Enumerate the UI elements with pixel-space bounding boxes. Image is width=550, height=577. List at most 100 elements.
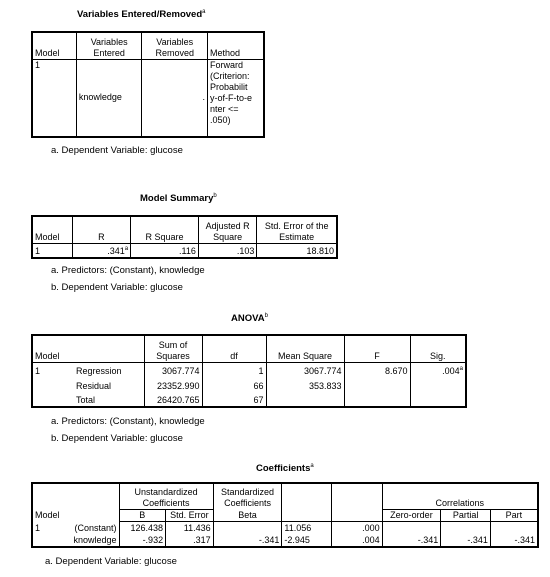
- method-line: Forward: [210, 59, 244, 70]
- header-model: Model: [32, 335, 145, 363]
- header-b: B: [118, 509, 166, 522]
- header-r-square: R Square: [130, 216, 199, 244]
- coefficients-table: Model Unstandardized Coefficients Standa…: [31, 482, 539, 548]
- header-t-col: [281, 483, 332, 522]
- cell-b: 126.438: [118, 521, 166, 534]
- cell-zero-order: [381, 521, 441, 534]
- cell-df: 67: [201, 392, 267, 407]
- cell-ms: 3067.774: [265, 362, 345, 377]
- cell-part: -.341: [489, 534, 538, 547]
- cell-source: Total: [76, 395, 96, 405]
- cell-f: 8.670: [343, 362, 411, 377]
- header-sig-col: [331, 483, 383, 522]
- cell-term: (Constant): [74, 523, 117, 533]
- cell-f: [343, 392, 411, 407]
- cell-partial: -.341: [440, 534, 491, 547]
- cell-source: Regression: [76, 366, 122, 376]
- table-row: knowledge -.932 .317 -.341 -2.945 .004 -…: [32, 534, 538, 547]
- anova-table: Model Sum of Squares df Mean Square F Si…: [31, 334, 468, 408]
- row-model: 1: [35, 245, 41, 256]
- model-summary-title-sup: b: [213, 193, 217, 199]
- header-model: Model: [35, 510, 60, 520]
- cell-se: .317: [165, 534, 214, 547]
- cell-t: 11.056: [281, 521, 332, 534]
- cell-model: [32, 534, 68, 547]
- coefficients-title: Coefficientsa: [256, 463, 314, 474]
- model-summary-footnote-a: a. Predictors: (Constant), knowledge: [51, 265, 205, 276]
- cell-sig: .004a: [409, 362, 467, 377]
- header-std-error: Std. Error of the Estimate: [256, 216, 337, 244]
- sig-sup: a: [459, 366, 464, 372]
- cell-sig: .000: [331, 521, 383, 534]
- header-model: Model: [32, 32, 77, 60]
- cell-f: [343, 377, 411, 392]
- coefficients-title-text: Coefficients: [256, 463, 311, 475]
- method-line: y-of-F-to-e: [210, 92, 253, 103]
- cell-df: 1: [201, 362, 267, 377]
- r-value: .341: [107, 245, 125, 256]
- header-part: Part: [489, 509, 538, 522]
- variables-entered-table: Model Variables Entered Variables Remove…: [31, 31, 265, 138]
- header-model: Model: [32, 216, 73, 244]
- model-summary-title-text: Model Summary: [140, 193, 214, 205]
- cell-sig: [409, 392, 467, 407]
- cell-ms: [265, 392, 345, 407]
- variables-entered-title-sup: a: [202, 9, 206, 15]
- anova-title: ANOVAb: [231, 313, 268, 324]
- anova-title-text: ANOVA: [231, 313, 265, 325]
- header-adjusted-r-square: Adjusted R Square: [197, 216, 257, 244]
- cell-r-square: .116: [130, 243, 199, 258]
- header-sum-of-squares: Sum of Squares: [143, 335, 203, 363]
- sig-value: .004: [442, 366, 460, 376]
- cell-sig: .004: [331, 534, 383, 547]
- header-variables-entered: Variables Entered: [75, 32, 142, 60]
- header-mean-square: Mean Square: [265, 335, 345, 363]
- header-f: F: [343, 335, 411, 363]
- cell-sig: [409, 377, 467, 392]
- variables-entered-title-text: Variables Entered/Removed: [77, 9, 203, 21]
- cell-std-error: 18.810: [256, 243, 337, 258]
- cell-model: 1: [35, 523, 41, 533]
- coefficients-footnote: a. Dependent Variable: glucose: [45, 556, 177, 567]
- table-row: Total 26420.765 67: [32, 392, 467, 407]
- cell-entered: knowledge: [75, 59, 142, 137]
- header-r: R: [71, 216, 131, 244]
- model-summary-title: Model Summaryb: [140, 193, 217, 204]
- header-zero-order: Zero-order: [381, 509, 441, 522]
- header-method: Method: [207, 32, 264, 60]
- cell-beta: -.341: [212, 534, 282, 547]
- header-standardized: Standardized Coefficients: [212, 483, 282, 509]
- header-df: df: [201, 335, 267, 363]
- variables-entered-title: Variables Entered/Removeda: [77, 9, 205, 20]
- cell-removed: .: [141, 59, 208, 137]
- row-model: 1: [35, 59, 41, 70]
- cell-model: 1: [35, 366, 41, 376]
- model-summary-footnote-b: b. Dependent Variable: glucose: [51, 282, 183, 293]
- header-variables-removed: Variables Removed: [141, 32, 208, 60]
- cell-b: -.932: [118, 534, 166, 547]
- cell-ss: 23352.990: [143, 377, 203, 392]
- cell-term: knowledge: [73, 535, 117, 545]
- table-row: 1 Regression 3067.774 1 3067.774 8.670 .…: [32, 362, 467, 377]
- cell-partial: [440, 521, 491, 534]
- variables-entered-footnote: a. Dependent Variable: glucose: [51, 145, 183, 156]
- method-line: .050): [210, 114, 231, 125]
- method-line: nter <=: [210, 103, 239, 114]
- header-sig: Sig.: [409, 335, 467, 363]
- cell-part: [489, 521, 538, 534]
- cell-ms: 353.833: [265, 377, 345, 392]
- cell-method: Forward (Criterion: Probabilit y-of-F-to…: [207, 59, 264, 137]
- anova-footnote-b: b. Dependent Variable: glucose: [51, 433, 183, 444]
- header-correlations: Correlations: [381, 483, 538, 510]
- cell-ss: 26420.765: [143, 392, 203, 407]
- cell-zero-order: -.341: [381, 534, 441, 547]
- cell-df: 66: [201, 377, 267, 392]
- r-sup: a: [124, 245, 129, 252]
- cell-r: .341a: [71, 243, 131, 258]
- method-line: Probabilit: [210, 81, 248, 92]
- header-std-error: Std. Error: [165, 509, 214, 522]
- cell-t: -2.945: [281, 534, 332, 547]
- cell-model: [32, 377, 74, 392]
- cell-model: [32, 392, 74, 407]
- anova-footnote-a: a. Predictors: (Constant), knowledge: [51, 416, 205, 427]
